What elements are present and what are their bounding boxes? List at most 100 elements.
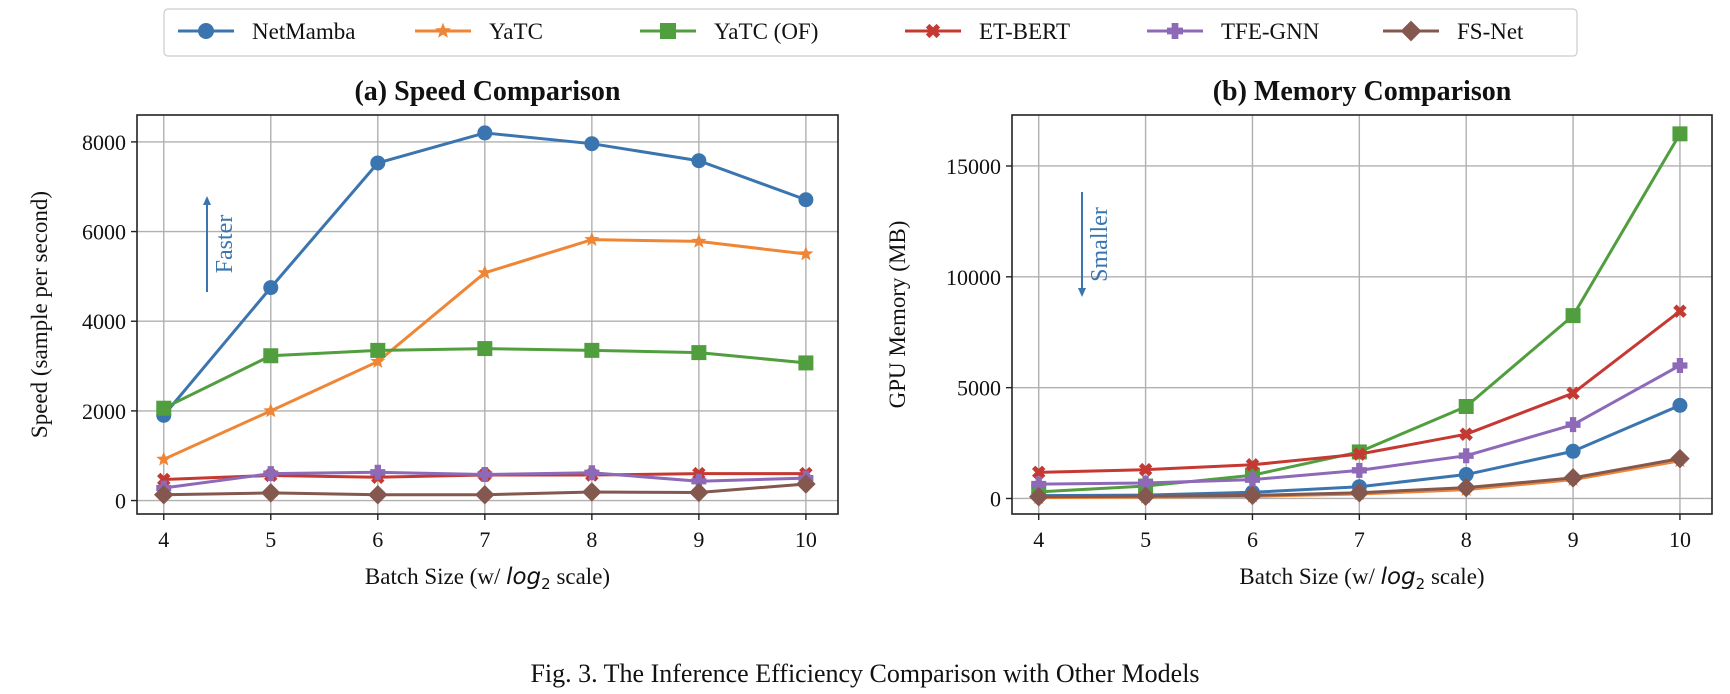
point-et-bert-10 bbox=[1673, 304, 1687, 318]
y-tick-label-0: 0 bbox=[115, 489, 126, 514]
x-axis-label-suffix: scale) bbox=[551, 564, 610, 589]
gridlines bbox=[137, 115, 838, 514]
x-tick-label-4: 4 bbox=[158, 527, 169, 552]
point-fs-net-5 bbox=[1135, 486, 1156, 507]
x-tick-label-6: 6 bbox=[1247, 527, 1258, 552]
x-axis-label-subscript: 2 bbox=[541, 575, 551, 593]
point-yatc-of-5 bbox=[263, 348, 279, 364]
x-tick-label-7: 7 bbox=[1354, 527, 1365, 552]
series-group bbox=[154, 125, 816, 505]
plot-frame bbox=[1011, 114, 1713, 515]
point-fs-net-10 bbox=[1670, 448, 1690, 469]
y-tick-label-5000: 5000 bbox=[957, 376, 1001, 401]
y-tick-label-10000: 10000 bbox=[946, 265, 1001, 290]
point-fs-net-9 bbox=[689, 482, 709, 503]
x-tick-label-8: 8 bbox=[1461, 527, 1472, 552]
legend-item-yatc: YaTC bbox=[415, 19, 543, 44]
annotation-arrow-head bbox=[1078, 288, 1086, 297]
y-tick-label-8000: 8000 bbox=[82, 130, 126, 155]
point-fs-net-7 bbox=[475, 484, 495, 505]
legend-marker-yatc bbox=[435, 22, 451, 38]
legend-item-fs-net: FS-Net bbox=[1383, 19, 1524, 44]
y-tick-label-0: 0 bbox=[990, 486, 1001, 511]
series-fs-net bbox=[1028, 448, 1690, 507]
x-axis-label-math: log bbox=[506, 564, 541, 590]
figure-caption: Fig. 3. The Inference Efficiency Compari… bbox=[530, 659, 1199, 688]
point-netmamba-5 bbox=[263, 280, 279, 296]
legend-label-tfe-gnn: TFE-GNN bbox=[1221, 19, 1320, 44]
legend-item-tfe-gnn: TFE-GNN bbox=[1147, 19, 1320, 44]
point-yatc-9 bbox=[691, 233, 707, 248]
y-axis-label: Speed (sample per second) bbox=[27, 191, 52, 438]
annotation-faster: Faster bbox=[203, 196, 238, 292]
x-axis-label-math: log bbox=[1381, 564, 1416, 590]
annotation-smaller: Smaller bbox=[1078, 192, 1113, 297]
series-netmamba bbox=[156, 125, 814, 423]
legend-marker-et-bert bbox=[925, 23, 941, 39]
legend-label-et-bert: ET-BERT bbox=[979, 19, 1070, 44]
point-tfe-gnn-7 bbox=[477, 467, 493, 483]
point-tfe-gnn-9 bbox=[1565, 417, 1581, 433]
point-tfe-gnn-6 bbox=[370, 464, 386, 480]
point-yatc-of-8 bbox=[584, 342, 600, 358]
legend-marker-fs-net bbox=[1400, 20, 1422, 42]
point-et-bert-9 bbox=[692, 466, 706, 481]
x-axis-label: Batch Size (w/ log2 scale) bbox=[365, 564, 610, 593]
series-yatc bbox=[156, 231, 814, 466]
axis-ticks: 4 5 6 7 8 9 10 0 2000 4000 6000 8000 bbox=[82, 130, 817, 552]
axis-ticks: 4 5 6 7 8 9 10 0 5000 10000 15000 bbox=[946, 154, 1691, 552]
plot-frame bbox=[136, 114, 839, 515]
legend-marker-tfe-gnn bbox=[1167, 23, 1183, 39]
legend-item-yatc-of: YaTC (OF) bbox=[640, 19, 818, 44]
x-axis-label-prefix: Batch Size (w/ bbox=[365, 564, 506, 589]
legend-label-yatc-of: YaTC (OF) bbox=[714, 19, 818, 44]
legend-label-yatc: YaTC bbox=[489, 19, 543, 44]
point-yatc-of-10 bbox=[798, 355, 814, 371]
x-tick-label-4: 4 bbox=[1033, 527, 1044, 552]
point-netmamba-10 bbox=[798, 192, 814, 208]
legend: NetMamba YaTC YaTC (OF) ET-BERT TFE-GNN FS-Ne… bbox=[163, 8, 1578, 57]
series-et-bert bbox=[1031, 304, 1687, 480]
legend-item-netmamba: NetMamba bbox=[178, 19, 355, 44]
point-yatc-8 bbox=[584, 231, 600, 246]
memory-chart: 4 5 6 7 8 9 10 0 5000 10000 15000 (b) Memory Compar… bbox=[885, 76, 1713, 593]
point-yatc-10 bbox=[798, 246, 814, 261]
point-netmamba-9 bbox=[691, 153, 707, 169]
series-tfe-gnn bbox=[1031, 357, 1688, 492]
x-tick-label-5: 5 bbox=[265, 527, 276, 552]
point-yatc-of-8 bbox=[1458, 398, 1474, 414]
y-tick-label-2000: 2000 bbox=[82, 399, 126, 424]
legend-item-et-bert: ET-BERT bbox=[905, 19, 1070, 44]
x-axis-label: Batch Size (w/ log2 scale) bbox=[1239, 564, 1484, 593]
point-fs-net-6 bbox=[368, 484, 388, 505]
series-yatc-of bbox=[156, 341, 814, 416]
x-tick-label-7: 7 bbox=[479, 527, 490, 552]
point-tfe-gnn-10 bbox=[1672, 357, 1688, 373]
x-axis-label-subscript: 2 bbox=[1416, 575, 1426, 593]
legend-marker-yatc-of bbox=[660, 23, 676, 39]
speed-chart: 4 5 6 7 8 9 10 0 2000 4000 6000 8000 (a) Speed Compa… bbox=[27, 76, 839, 593]
point-netmamba-9 bbox=[1565, 443, 1581, 459]
point-fs-net-10 bbox=[796, 474, 816, 494]
point-yatc-5 bbox=[263, 403, 279, 418]
legend-label-netmamba: NetMamba bbox=[252, 19, 355, 44]
legend-label-fs-net: FS-Net bbox=[1457, 19, 1524, 44]
point-netmamba-7 bbox=[477, 125, 493, 141]
chart-title: (b) Memory Comparison bbox=[1213, 76, 1512, 107]
point-tfe-gnn-9 bbox=[691, 473, 707, 489]
point-netmamba-8 bbox=[584, 136, 600, 152]
point-et-bert-6 bbox=[1245, 458, 1260, 472]
annotation-label: Smaller bbox=[1087, 207, 1113, 282]
point-yatc-6 bbox=[370, 353, 386, 368]
series-fs-net bbox=[154, 474, 816, 505]
point-tfe-gnn-5 bbox=[263, 466, 279, 482]
x-axis-label-prefix: Batch Size (w/ bbox=[1239, 564, 1380, 589]
annotation-label: Faster bbox=[212, 215, 238, 274]
point-tfe-gnn-4 bbox=[1031, 476, 1047, 492]
point-yatc-of-9 bbox=[1565, 308, 1581, 324]
point-tfe-gnn-8 bbox=[584, 465, 600, 481]
point-tfe-gnn-6 bbox=[1244, 472, 1260, 488]
point-yatc-4 bbox=[156, 451, 172, 466]
point-netmamba-8 bbox=[1458, 467, 1474, 483]
